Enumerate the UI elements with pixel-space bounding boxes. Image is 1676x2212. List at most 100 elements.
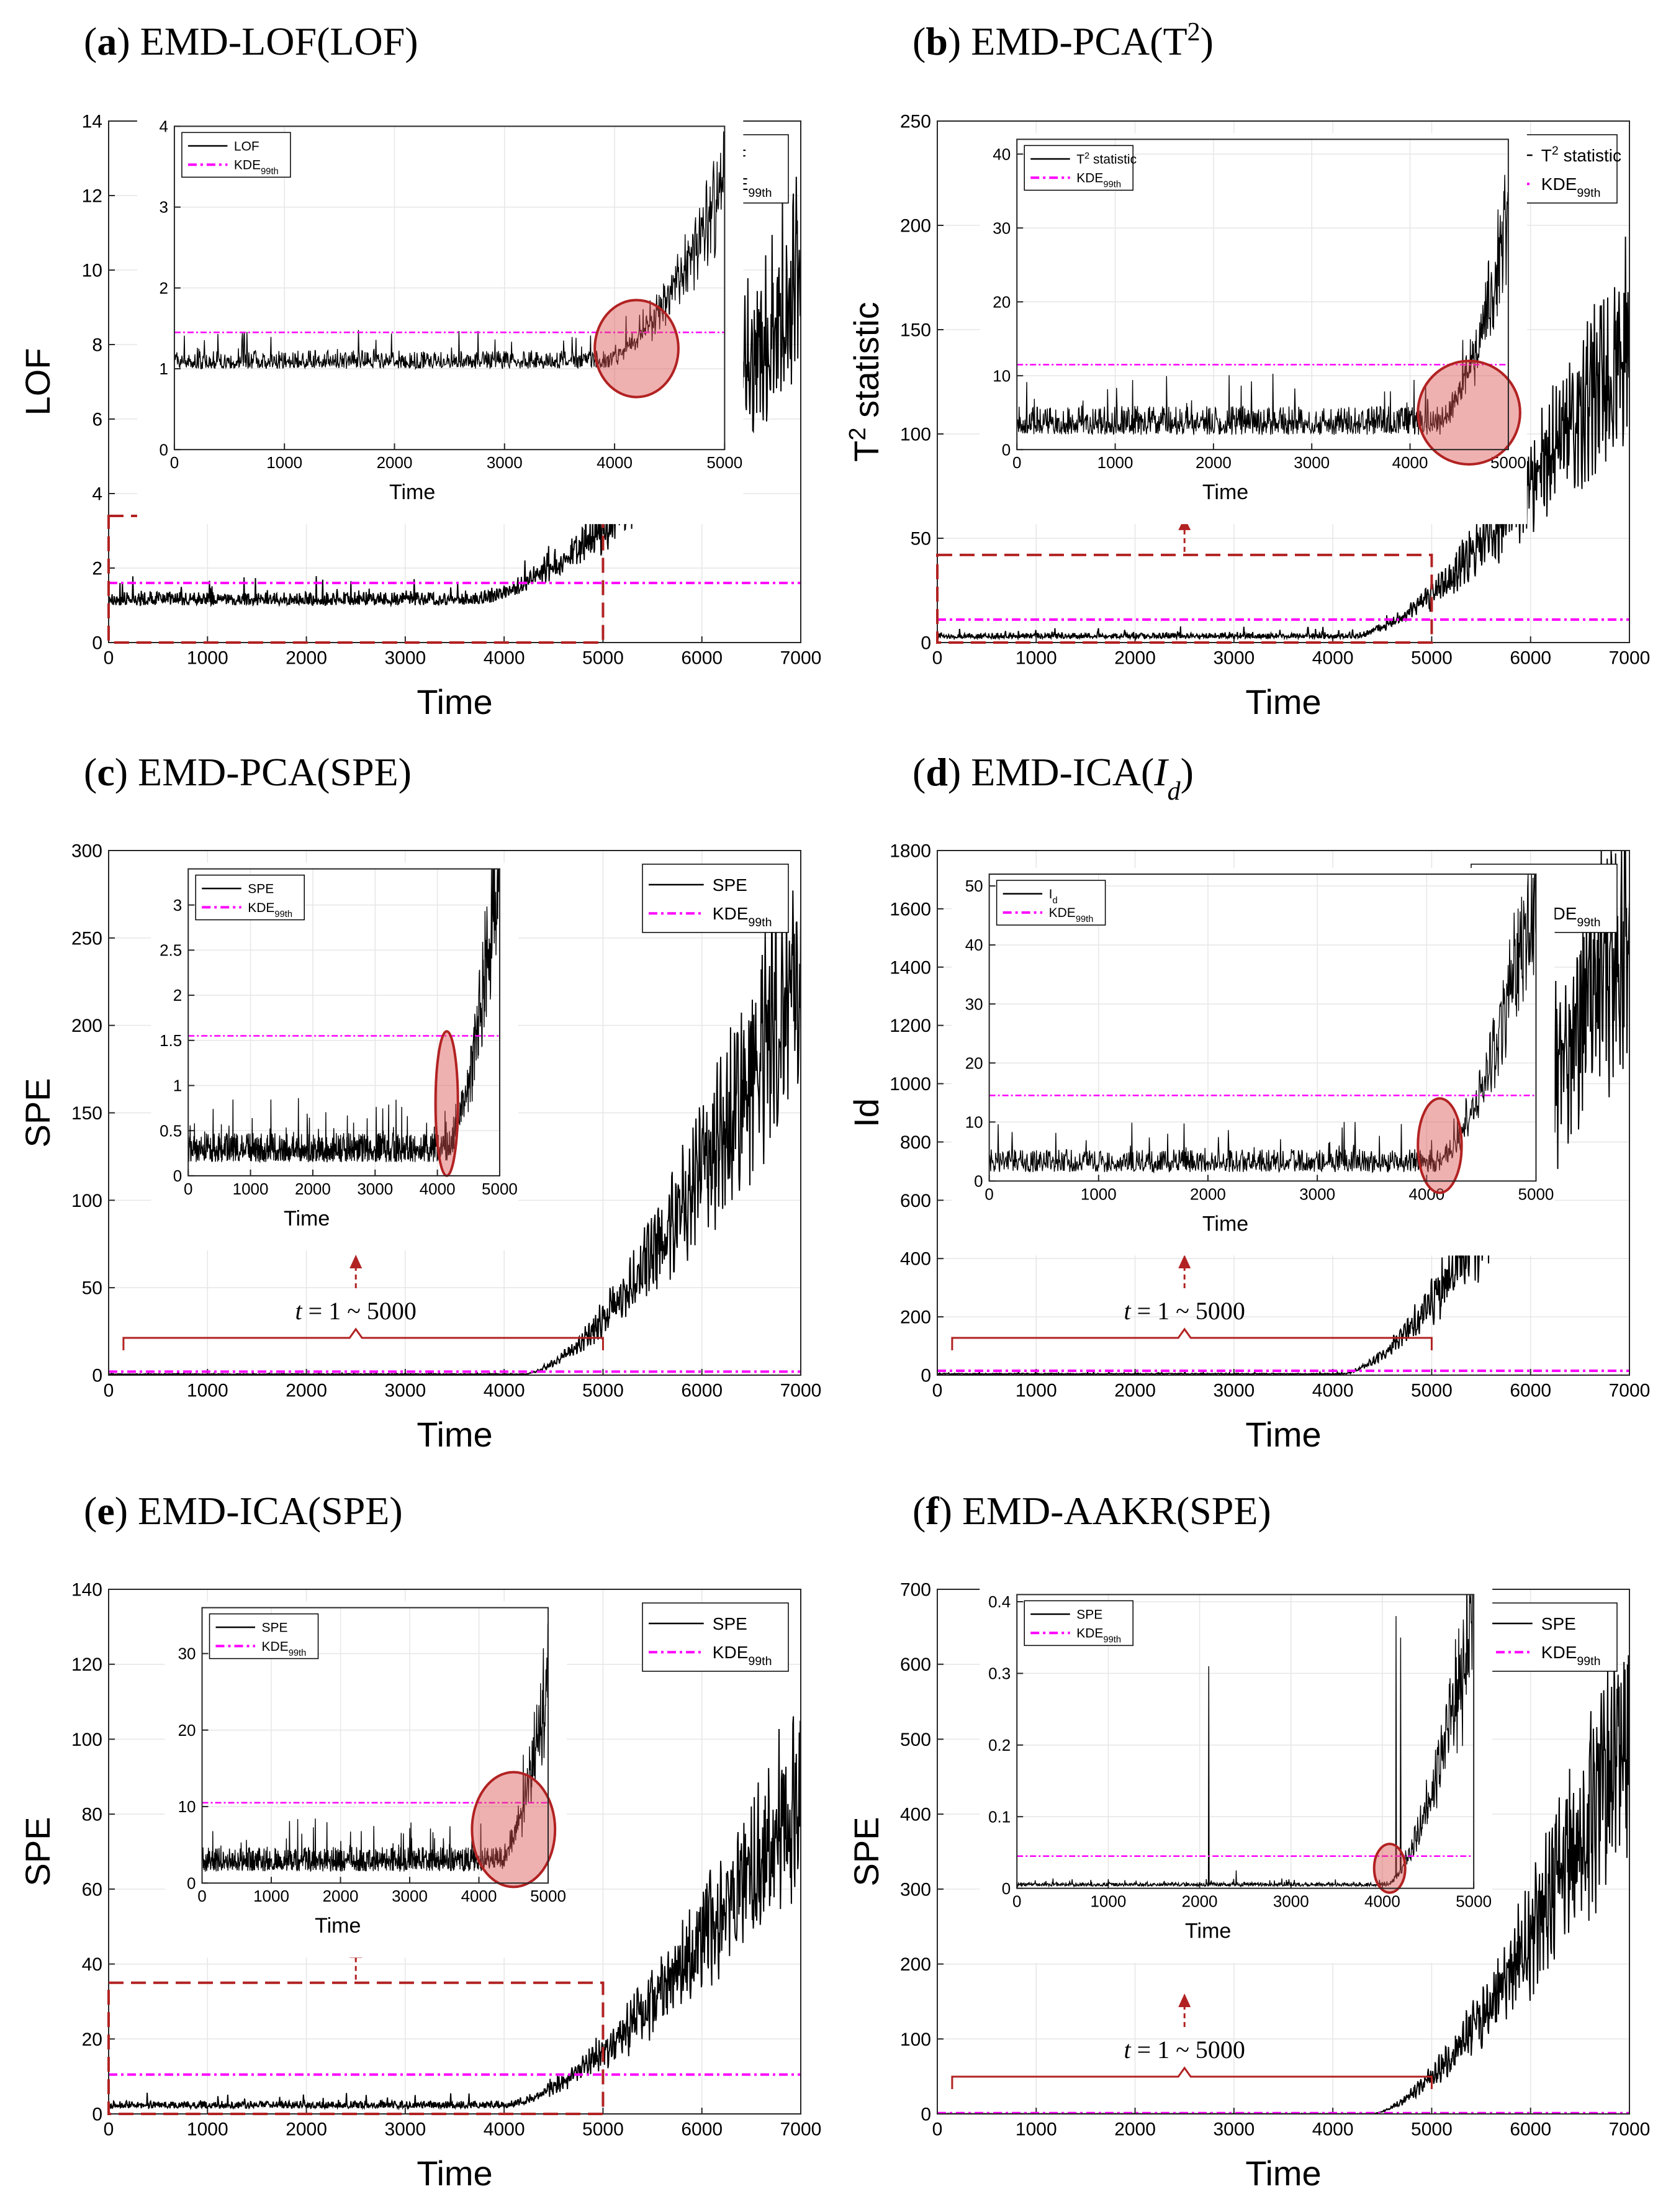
panel-c-main-ytick-label: 250 [71, 928, 102, 949]
panel-f-inset-ytick-label: 0.2 [988, 1736, 1011, 1754]
panel-b-inset-ytick-label: 10 [993, 366, 1011, 385]
panel-e-main-xtick-label: 4000 [484, 2119, 525, 2140]
panel-c-signal-line [108, 890, 801, 1376]
panel-f-main-xtick-label: 1000 [1016, 2119, 1057, 2140]
panel-f-inset-xlabel: Time [1185, 1920, 1231, 1943]
panel-f-main-ytick-label: 0 [921, 2105, 931, 2125]
panel-c-inset-xtick-label: 5000 [482, 1180, 518, 1198]
panel-b-inset-ytick-label: 0 [1002, 440, 1011, 459]
panel-a-inset-legend-signal-label: LOF [234, 139, 259, 153]
panel-f-main-xtick-label: 6000 [1510, 2119, 1551, 2140]
panel-a-main-ytick-label: 6 [92, 410, 102, 430]
panel-a-main-ytick-label: 2 [92, 559, 102, 579]
panel-d-main-xtick-label: 3000 [1213, 1381, 1255, 1401]
panel-f-inset-xtick-label: 1000 [1090, 1892, 1126, 1911]
panel-a-main-xtick-label: 3000 [384, 648, 426, 669]
panel-f-main-xtick-label: 3000 [1213, 2119, 1255, 2140]
panel-b-frame [937, 120, 1630, 643]
panel-e-inset-xtick-label: 0 [197, 1887, 206, 1905]
panel-f-inset: 0 1000 2000 3000 4000 5000 0 0.1 0.2 0.3 0.4 Time SP… [980, 1588, 1493, 1963]
panel-d-main-xtick-label: 2000 [1114, 1381, 1156, 1401]
panel-d-main-ytick-label: 800 [900, 1132, 931, 1153]
panel-f-main-xtick-label: 0 [932, 2119, 943, 2140]
panel-c-inset-xtick-label: 3000 [357, 1180, 393, 1198]
panel-d-main-xtick-label: 6000 [1510, 1381, 1551, 1401]
panel-d-inset-xtick-label: 0 [984, 1185, 993, 1203]
panel-d-inset-legend-threshold-label: KDE99th [1049, 906, 1094, 924]
panel-a-inset-frame [173, 125, 726, 451]
panel-c-main-xtick-label: 3000 [384, 1381, 426, 1401]
panel-c-main-xtick-label: 4000 [484, 1381, 525, 1401]
panel-a-main-ytick-label: 0 [92, 633, 102, 654]
panel-d-main-ytick-label: 1600 [890, 899, 931, 919]
panel-d: (d) EMD-ICA(Id)0 1000 2000 3000 4000 5000 6000… [847, 750, 1650, 1454]
panel-c-range-label: t = 1 ~ 5000 [295, 1297, 417, 1325]
panel-b-main-xtick-label: 7000 [1609, 648, 1651, 669]
panel-f-ylabel: SPE [847, 1817, 886, 1886]
panel-e-main-xtick-label: 3000 [384, 2119, 426, 2140]
panel-f-range-label: t = 1 ~ 5000 [1124, 2036, 1245, 2064]
panel-a-inset-highlight-circle [593, 299, 680, 399]
panel-a: (a) EMD-LOF(LOF)0 1000 2000 3000 4000 5000 600… [18, 19, 821, 721]
panel-b-inset-highlight-circle [1417, 359, 1521, 466]
panel-c-main-xtick-label: 6000 [681, 1381, 723, 1401]
panel-e-inset-ytick-label: 20 [178, 1721, 196, 1740]
panel-e-main-xtick-label: 0 [104, 2119, 114, 2140]
panel-a-main-xtick-label: 2000 [286, 648, 327, 669]
panel-c-main-ytick-label: 300 [71, 841, 102, 862]
panel-c-main-ytick-label: 0 [92, 1366, 102, 1386]
panel-f-inset-xtick-label: 3000 [1273, 1892, 1309, 1911]
panel-e-inset-legend-signal-label: SPE [262, 1621, 288, 1635]
panel-e-inset-legend-threshold-label: KDE99th [262, 1640, 307, 1658]
panel-f-legend-threshold-label: KDE99th [1541, 1643, 1601, 1668]
panel-f-inset-xtick-label: 0 [1012, 1892, 1021, 1911]
panel-c-xlabel: Time [417, 1415, 492, 1454]
panel-c-inset-signal-line [187, 868, 500, 1163]
panel-f-main-xtick-label: 7000 [1609, 2119, 1651, 2140]
panel-c-ylabel: SPE [18, 1078, 57, 1147]
panel-e-ylabel: SPE [18, 1817, 57, 1886]
panel-f-inset-signal-line [1016, 1594, 1474, 1888]
panel-c-inset-xtick-label: 4000 [420, 1180, 456, 1198]
panel-f-main-ytick-label: 500 [900, 1730, 931, 1750]
panel-d-xlabel: Time [1245, 1415, 1321, 1454]
panel-c-main-ytick-label: 50 [82, 1278, 102, 1299]
panel-e-main-xtick-label: 6000 [681, 2119, 723, 2140]
panel-c-main-xtick-label: 2000 [286, 1381, 327, 1401]
panel-e-inset-ytick-label: 30 [178, 1645, 196, 1663]
panel-d-caption: (d) EMD-ICA(Id) [912, 750, 1194, 806]
panel-c-inset-frame [187, 868, 500, 1176]
panel-a-caption: (a) EMD-LOF(LOF) [84, 19, 418, 63]
panel-d-inset-frame [988, 874, 1537, 1182]
panel-b-inset-signal-line [1016, 174, 1509, 435]
panel-c-inset-ytick-label: 2.5 [160, 941, 182, 960]
panel-b-main-xtick-label: 0 [932, 648, 943, 669]
panel-e-inset-frame [201, 1607, 549, 1884]
panel-c-inset-legend-threshold-label: KDE99th [248, 901, 292, 919]
panel-d-zoom-arrowhead [1178, 1255, 1191, 1268]
panel-c-inset-xtick-label: 2000 [295, 1180, 331, 1198]
panel-c-inset-ytick-label: 0.5 [160, 1121, 182, 1140]
panel-a-main-xtick-label: 1000 [187, 648, 228, 669]
panel-d-inset-ytick-label: 10 [965, 1113, 983, 1131]
panel-c-inset-legend-box [195, 874, 305, 921]
panel-e-main-ytick-label: 100 [71, 1730, 102, 1750]
panel-d-main-ytick-label: 1000 [890, 1074, 931, 1095]
panel-a-inset-xtick-label: 2000 [377, 453, 413, 472]
panel-e-signal-line [108, 1716, 801, 2111]
panel-e-inset-xtick-label: 2000 [323, 1887, 359, 1905]
panel-a-inset-ytick-label: 3 [159, 198, 168, 217]
panel-f-main-xtick-label: 5000 [1411, 2119, 1453, 2140]
panel-b: (b) EMD-PCA(T2)0 1000 2000 3000 4000 5000 6000… [845, 18, 1650, 721]
panel-a-main-xtick-label: 7000 [780, 648, 822, 669]
panel-f-main-ytick-label: 200 [900, 1954, 931, 1975]
panel-d-inset-ytick-label: 20 [965, 1054, 983, 1072]
panel-f-legend-signal-label: SPE [1541, 1614, 1576, 1633]
panel-f-main-ytick-label: 100 [900, 2029, 931, 2050]
panel-b-main-xtick-label: 3000 [1213, 648, 1255, 669]
panel-d-main-ytick-label: 400 [900, 1249, 931, 1270]
panel-b-inset-legend-threshold-label: KDE99th [1076, 171, 1121, 190]
panel-f-inset-highlight-circle [1372, 1843, 1407, 1894]
panel-c-main-xtick-label: 5000 [582, 1381, 624, 1401]
